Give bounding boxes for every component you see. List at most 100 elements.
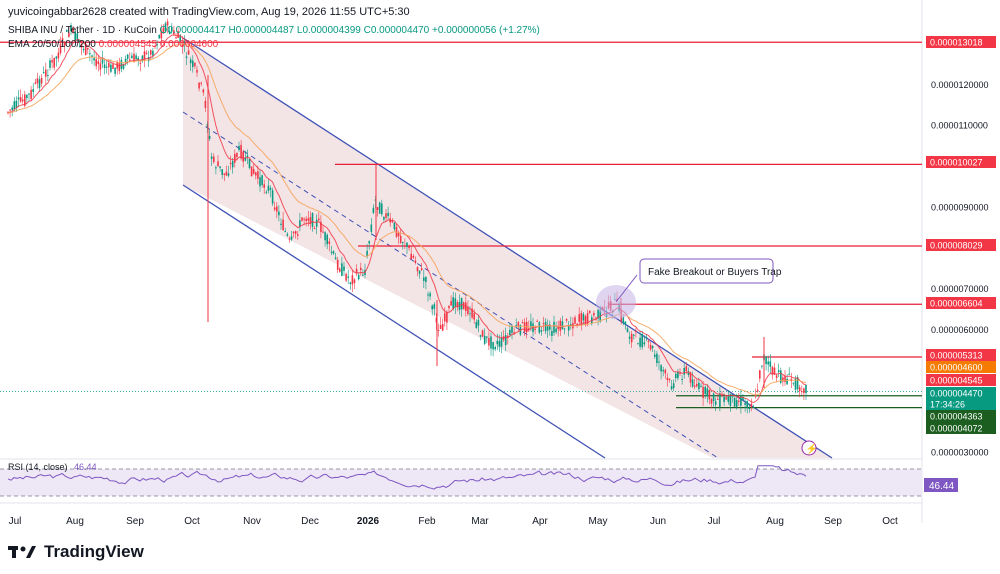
candle-body <box>775 375 778 378</box>
price-axis-label: 0.0000030000 <box>931 447 989 457</box>
candle-body <box>103 64 106 69</box>
candle-body <box>292 231 295 234</box>
ohlc-values: O0.000004417 H0.000004487 L0.000004399 C… <box>159 25 540 36</box>
candle-body <box>784 376 786 383</box>
candle-body <box>750 403 753 407</box>
price-tag <box>926 387 996 399</box>
candle-body <box>320 221 322 232</box>
candle-body <box>238 145 240 150</box>
candle-body <box>549 324 551 330</box>
time-axis-label: Oct <box>184 516 200 527</box>
candle-body <box>496 340 499 345</box>
candle-body <box>357 275 360 280</box>
candle-body <box>517 322 520 327</box>
tradingview-logo-icon <box>8 546 36 558</box>
candle-body <box>322 231 324 233</box>
candle-body <box>622 316 625 323</box>
channel-mid-line[interactable] <box>182 111 719 459</box>
candle-body <box>483 335 486 344</box>
candle-body <box>72 27 74 32</box>
candle-body <box>166 21 169 26</box>
candle-body <box>628 336 631 339</box>
candle-body <box>746 401 748 408</box>
candle-body <box>418 270 421 274</box>
annotation-box[interactable] <box>639 258 774 284</box>
candle-body <box>273 207 276 210</box>
symbol-legend[interactable]: SHIBA INU / Tether · 1D · KuCoin O0.0000… <box>8 25 540 36</box>
candle-body <box>559 320 562 331</box>
candle-body <box>492 342 494 350</box>
candle-body <box>578 314 580 322</box>
candle-body <box>93 58 95 61</box>
flash-icon[interactable] <box>801 440 817 456</box>
candle-body <box>691 379 694 387</box>
ema-values: 0.000004545 0.000004600 <box>98 39 219 50</box>
time-axis-label: Sep <box>126 516 144 527</box>
candle-body <box>278 211 280 216</box>
candle-body <box>334 257 337 260</box>
candle-body <box>187 50 190 55</box>
candle-body <box>263 184 265 188</box>
channel-lower-line[interactable] <box>182 184 606 459</box>
candle-body <box>47 74 49 76</box>
candle-body <box>404 245 406 247</box>
price-tag <box>926 297 996 309</box>
ema-50-line[interactable] <box>7 43 807 396</box>
candle-body <box>420 268 423 271</box>
price-tag <box>926 374 996 386</box>
candle-body <box>481 330 484 337</box>
channel-upper-line[interactable] <box>182 37 833 459</box>
candle-body <box>582 314 585 321</box>
candle-body <box>313 228 316 230</box>
candle-body <box>681 379 683 381</box>
candle-body <box>742 397 744 401</box>
candle-body <box>376 207 379 210</box>
candle-body <box>507 335 509 338</box>
candle-body <box>341 263 343 276</box>
candle-body <box>158 34 160 39</box>
candle-body <box>141 55 144 62</box>
candle-body <box>649 345 652 350</box>
candle-body <box>425 276 427 283</box>
candle-body <box>698 382 700 390</box>
candle-body <box>521 322 524 324</box>
candle-body <box>351 275 354 285</box>
candle-body <box>446 311 448 323</box>
candle-body <box>160 30 163 39</box>
candle-body <box>284 230 286 232</box>
price-tag-text: 0.000004470 <box>930 389 983 399</box>
time-axis-label: Mar <box>471 516 489 527</box>
candle-body <box>15 100 18 108</box>
candle-body <box>246 155 249 158</box>
candle-body <box>570 324 572 326</box>
candle-body <box>154 45 156 47</box>
ema-legend[interactable]: EMA 20/50/100/200 0.000004545 0.00000460… <box>8 39 218 50</box>
candle-body <box>51 60 53 63</box>
candle-body <box>68 32 70 37</box>
candle-body <box>761 365 763 367</box>
candle-body <box>202 89 205 93</box>
time-axis-label: Feb <box>418 516 436 527</box>
candle-body <box>328 241 331 245</box>
candle-body <box>332 251 335 254</box>
candle-body <box>299 220 301 228</box>
candle-body <box>282 219 284 231</box>
candle-body <box>752 406 755 408</box>
candle-body <box>441 324 444 331</box>
candle-body <box>719 393 721 407</box>
candle-body <box>794 378 797 390</box>
candle-body <box>156 44 158 46</box>
candle-body <box>414 260 417 263</box>
candle-body <box>450 300 452 306</box>
candle-body <box>183 41 186 45</box>
time-axis-label: May <box>589 516 608 527</box>
candle-body <box>345 273 347 281</box>
price-tag-text: 0.000005313 <box>930 351 983 361</box>
tradingview-footer[interactable]: TradingView <box>8 542 144 562</box>
time-axis: Jul Aug Sep Oct Nov Dec 2026 Feb Mar Apr May Jun Jul… <box>9 516 898 527</box>
candle-body <box>765 356 767 365</box>
candle-body <box>546 325 549 331</box>
candle-body <box>416 267 419 272</box>
candle-body <box>647 340 650 342</box>
